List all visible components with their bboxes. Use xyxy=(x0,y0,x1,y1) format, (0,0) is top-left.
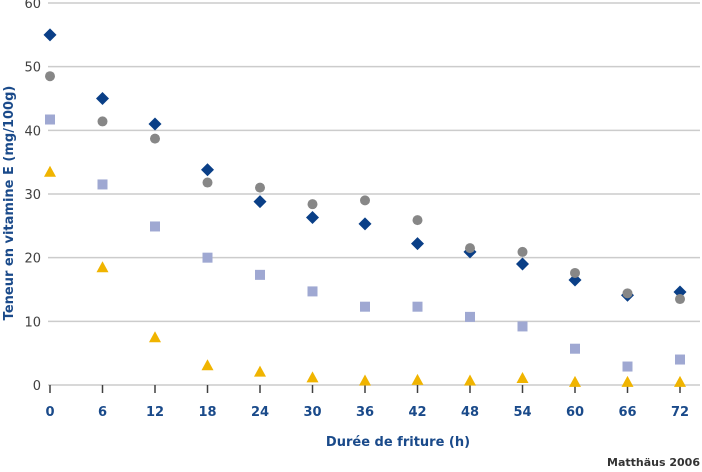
triangle-point xyxy=(359,374,371,386)
y-tick-label: 20 xyxy=(24,252,41,267)
square-point xyxy=(675,354,685,365)
x-tick-label: 6 xyxy=(98,405,107,420)
triangle-point xyxy=(464,374,476,386)
triangle-point xyxy=(201,359,214,371)
diamond-point xyxy=(306,211,319,225)
diamond-point xyxy=(516,257,529,271)
x-tick-label: 12 xyxy=(146,405,164,420)
y-tick-label: 10 xyxy=(24,315,41,330)
triangle-point xyxy=(306,371,319,383)
x-tick-label: 42 xyxy=(408,405,426,420)
circle-point xyxy=(360,195,370,206)
triangle-point xyxy=(569,375,581,387)
diamond-point xyxy=(411,237,424,251)
x-tick-label: 36 xyxy=(356,405,374,420)
y-tick-label: 0 xyxy=(33,379,41,394)
diamond-point xyxy=(358,217,372,231)
triangle-point xyxy=(411,373,424,385)
y-tick-label: 50 xyxy=(24,61,41,76)
triangle-point xyxy=(44,165,56,177)
x-tick-label: 66 xyxy=(618,405,636,420)
circle-point xyxy=(412,215,423,226)
source-credit: Matthäus 2006 xyxy=(607,456,700,468)
x-tick-label: 48 xyxy=(461,405,479,420)
x-tick-label: 72 xyxy=(671,405,689,420)
circle-point xyxy=(255,182,265,193)
circle-point xyxy=(45,71,55,82)
square-point xyxy=(45,114,55,125)
x-axis-title: Durée de friture (h) xyxy=(326,435,470,450)
square-point xyxy=(517,321,528,332)
square-point xyxy=(360,301,370,312)
circle-point xyxy=(517,246,528,257)
triangle-point xyxy=(149,331,161,343)
square-point xyxy=(150,221,160,232)
x-axis-ticks: 0 6 12 18 24 30 36 42 48 54 60 66 72 xyxy=(45,385,689,420)
triangle-point xyxy=(516,371,529,383)
data-points xyxy=(43,28,687,387)
y-tick-label: 60 xyxy=(24,0,41,12)
square-point xyxy=(307,286,318,297)
diamond-point xyxy=(96,92,109,105)
triangle-point xyxy=(674,375,686,387)
x-tick-label: 0 xyxy=(45,405,54,420)
y-tick-label: 40 xyxy=(24,124,41,139)
circle-point xyxy=(307,199,318,210)
circle-point xyxy=(675,294,685,305)
y-tick-label: 30 xyxy=(24,188,41,203)
circle-point xyxy=(202,177,213,188)
square-point xyxy=(202,252,213,263)
circle-point xyxy=(465,243,475,254)
square-point xyxy=(97,179,108,190)
square-point xyxy=(622,361,633,372)
square-point xyxy=(465,311,475,322)
square-point xyxy=(412,301,423,312)
x-tick-label: 18 xyxy=(198,405,216,420)
diamond-point xyxy=(43,28,57,42)
circle-point xyxy=(97,116,108,127)
y-axis-ticks: 0 10 20 30 40 50 60 xyxy=(24,0,41,394)
gridlines xyxy=(48,2,700,386)
square-point xyxy=(255,269,265,280)
x-tick-label: 60 xyxy=(566,405,584,420)
square-point xyxy=(570,343,580,354)
x-tick-label: 24 xyxy=(251,405,269,420)
x-tick-label: 30 xyxy=(303,405,321,420)
circle-point xyxy=(622,288,633,299)
circle-point xyxy=(570,267,580,278)
diamond-point xyxy=(253,195,267,209)
circle-point xyxy=(150,133,160,144)
diamond-point xyxy=(201,163,214,177)
diamond-point xyxy=(148,117,162,131)
triangle-point xyxy=(96,261,109,273)
x-tick-label: 54 xyxy=(513,405,531,420)
y-axis-title: Teneur en vitamine E (mg/100g) xyxy=(2,86,17,321)
triangle-point xyxy=(621,375,634,387)
triangle-point xyxy=(254,365,266,377)
